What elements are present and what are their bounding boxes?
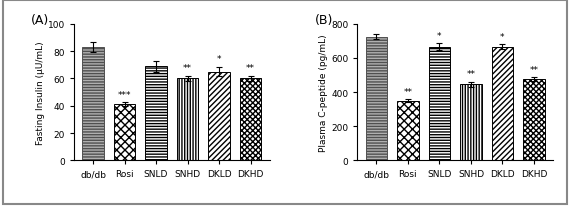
Text: **: ** [530, 66, 539, 75]
Text: (A): (A) [31, 14, 50, 27]
Bar [240, 79, 261, 161]
Bar [114, 105, 135, 161]
Bar [429, 48, 450, 161]
Text: **: ** [466, 70, 475, 79]
Bar [145, 67, 167, 161]
Bar [209, 72, 230, 161]
Text: **: ** [246, 64, 255, 73]
Bar [366, 37, 387, 161]
Bar [492, 48, 513, 161]
Text: *: * [500, 33, 504, 42]
Text: (B): (B) [315, 14, 333, 27]
Bar [397, 101, 418, 161]
Text: *: * [217, 55, 221, 64]
Bar [177, 79, 198, 161]
Bar [460, 85, 482, 161]
Y-axis label: Plasma C-peptide (pg/mL): Plasma C-peptide (pg/mL) [319, 34, 328, 151]
Bar [523, 80, 545, 161]
Y-axis label: Fasting Insulin (μU/mL): Fasting Insulin (μU/mL) [36, 41, 45, 144]
Text: ***: *** [118, 91, 131, 99]
Bar [82, 48, 104, 161]
Text: **: ** [404, 87, 413, 96]
Text: **: ** [183, 64, 192, 73]
Text: *: * [437, 32, 442, 41]
